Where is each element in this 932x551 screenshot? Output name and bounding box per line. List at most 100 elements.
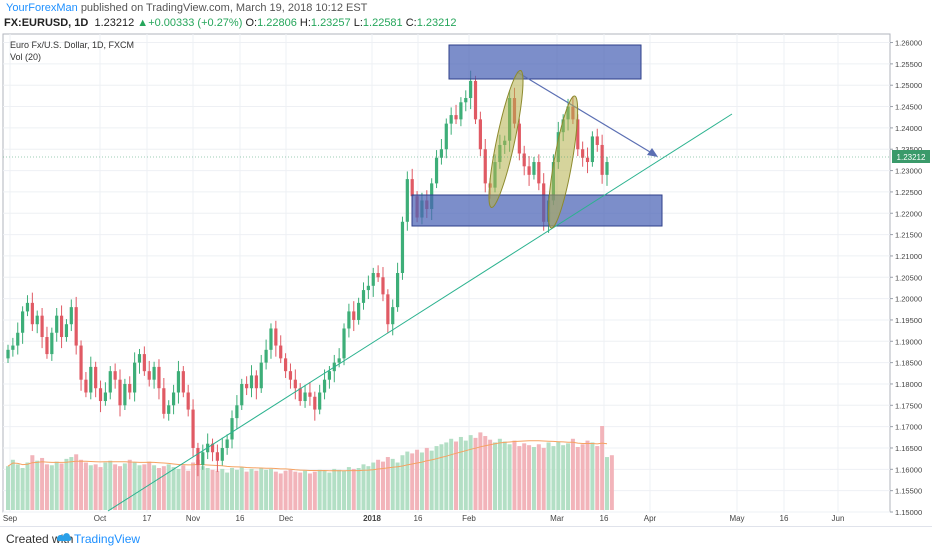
candle[interactable] — [147, 360, 151, 387]
candle[interactable] — [532, 156, 536, 180]
candle[interactable] — [118, 369, 122, 417]
candle[interactable] — [454, 104, 458, 125]
candle[interactable] — [98, 380, 103, 413]
descending-arrow[interactable] — [516, 71, 656, 156]
candle[interactable] — [240, 378, 244, 410]
candle[interactable] — [600, 134, 604, 184]
candle[interactable] — [254, 370, 258, 400]
candle[interactable] — [576, 114, 580, 157]
candle[interactable] — [264, 339, 268, 370]
ellipse-right[interactable] — [543, 94, 584, 229]
candle[interactable] — [89, 356, 93, 400]
candle[interactable] — [283, 353, 288, 378]
support-zone[interactable] — [411, 194, 663, 227]
candle[interactable] — [298, 383, 302, 406]
candle[interactable] — [288, 363, 293, 389]
candle[interactable] — [94, 361, 98, 398]
candle[interactable] — [84, 372, 88, 398]
candle[interactable] — [220, 437, 224, 466]
candle[interactable] — [352, 301, 356, 332]
candle[interactable] — [171, 384, 176, 415]
candle[interactable] — [108, 366, 112, 400]
candle[interactable] — [527, 156, 531, 186]
candle[interactable] — [449, 107, 453, 135]
candle[interactable] — [113, 363, 117, 389]
candle[interactable] — [157, 359, 161, 400]
candle[interactable] — [79, 340, 83, 391]
candle[interactable] — [133, 352, 137, 402]
candle[interactable] — [405, 171, 409, 231]
candle[interactable] — [152, 361, 156, 389]
candle[interactable] — [439, 138, 444, 165]
candle[interactable] — [50, 327, 54, 361]
candle[interactable] — [395, 262, 400, 312]
drawings[interactable] — [107, 44, 733, 512]
candle[interactable] — [605, 156, 609, 186]
candle[interactable] — [342, 323, 346, 366]
candle[interactable] — [6, 344, 10, 364]
candle[interactable] — [186, 384, 190, 417]
candle[interactable] — [386, 289, 390, 334]
candle[interactable] — [25, 295, 30, 317]
candle[interactable] — [30, 292, 34, 332]
candle[interactable] — [35, 310, 39, 334]
candle[interactable] — [201, 444, 205, 470]
candle[interactable] — [585, 147, 590, 174]
candle[interactable] — [464, 90, 468, 112]
candle[interactable] — [595, 128, 599, 152]
candle[interactable] — [69, 299, 73, 332]
candle[interactable] — [245, 376, 249, 396]
candle[interactable] — [308, 382, 312, 406]
candle[interactable] — [522, 145, 526, 176]
candle[interactable] — [16, 322, 20, 355]
candle[interactable] — [128, 376, 132, 400]
candle[interactable] — [381, 267, 385, 302]
price-axis[interactable]: 1.26000 1.25500 1.25000 1.24500 1.24000 1.235… — [890, 39, 922, 517]
candle[interactable] — [176, 360, 181, 404]
price-chart[interactable]: 1.26000 1.25500 1.25000 1.24500 1.24000 1.235… — [0, 32, 932, 526]
resistance-zone[interactable] — [448, 44, 642, 80]
candle[interactable] — [322, 369, 327, 400]
candle[interactable] — [74, 296, 78, 355]
candle[interactable] — [537, 154, 541, 191]
candle[interactable] — [376, 265, 380, 282]
candle[interactable] — [434, 150, 439, 189]
candle[interactable] — [483, 138, 487, 193]
candle[interactable] — [181, 366, 185, 398]
candle[interactable] — [357, 297, 361, 325]
candle[interactable] — [11, 337, 15, 357]
candle[interactable] — [517, 118, 521, 161]
candle[interactable] — [210, 438, 215, 462]
candle[interactable] — [142, 346, 146, 376]
candle[interactable] — [196, 442, 200, 477]
candle[interactable] — [590, 131, 594, 167]
candle[interactable] — [137, 348, 142, 374]
ascending-trendline[interactable] — [107, 113, 733, 512]
candle[interactable] — [293, 369, 297, 400]
candle[interactable] — [473, 75, 478, 125]
ellipse-left[interactable] — [483, 69, 530, 210]
candle[interactable] — [103, 382, 107, 406]
candle[interactable] — [64, 319, 69, 342]
candle[interactable] — [167, 400, 171, 421]
candle[interactable] — [303, 384, 307, 408]
candle[interactable] — [40, 307, 44, 349]
candle[interactable] — [123, 378, 127, 410]
candle[interactable] — [45, 326, 49, 359]
candle[interactable] — [444, 118, 448, 159]
candle[interactable] — [55, 307, 59, 342]
candle[interactable] — [313, 391, 317, 421]
candle[interactable] — [347, 303, 351, 338]
candle[interactable] — [230, 410, 234, 449]
candle[interactable] — [478, 111, 482, 157]
candle[interactable] — [361, 282, 366, 310]
candle[interactable] — [59, 305, 64, 349]
candle[interactable] — [269, 323, 273, 359]
candle[interactable] — [459, 97, 463, 127]
tradingview-link[interactable]: TradingView — [74, 532, 141, 546]
candle[interactable] — [191, 399, 195, 457]
candle[interactable] — [400, 216, 405, 280]
time-axis[interactable]: Sep Oct 17 Nov 16 Dec 2018 16 Feb Mar 16 Apr May 16 Ju… — [3, 514, 845, 523]
candle[interactable] — [215, 444, 220, 472]
candle[interactable] — [259, 354, 263, 393]
